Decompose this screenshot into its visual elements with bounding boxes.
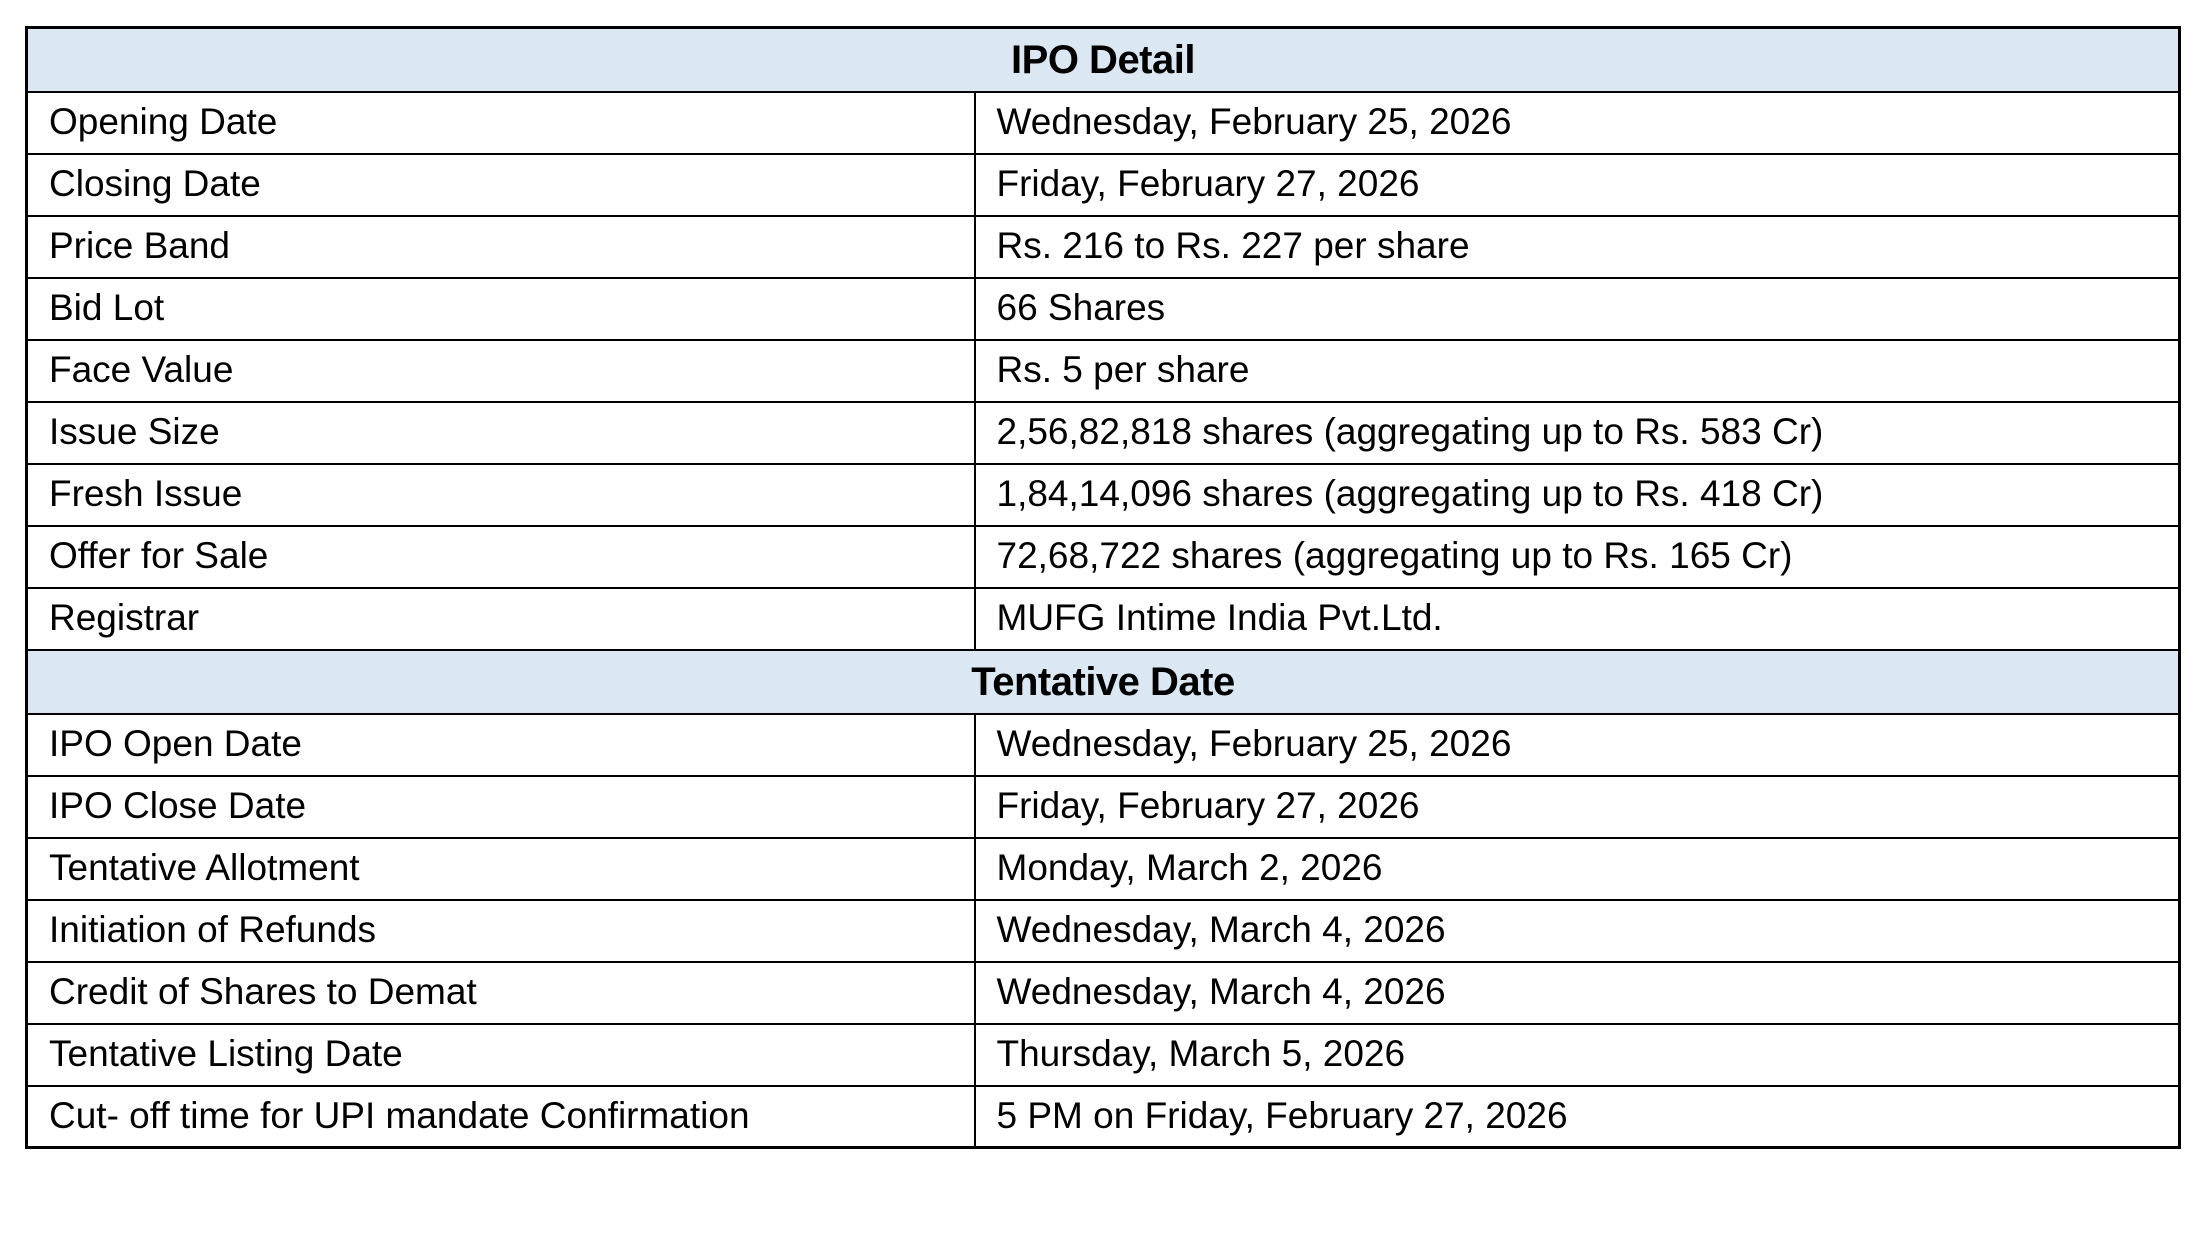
row-value: Thursday, March 5, 2026 — [973, 1022, 2181, 1087]
row-label: Fresh Issue — [25, 462, 976, 527]
row-label: Closing Date — [25, 152, 976, 217]
row-label: Tentative Listing Date — [25, 1022, 976, 1087]
ipo-detail-table: IPO Detail Opening Date Wednesday, Febru… — [25, 26, 2182, 1149]
row-label: Cut- off time for UPI mandate Confirmati… — [25, 1084, 976, 1149]
row-label: Initiation of Refunds — [25, 898, 976, 963]
row-value: Monday, March 2, 2026 — [973, 836, 2181, 901]
row-label: Issue Size — [25, 400, 976, 465]
table-row: Closing Date Friday, February 27, 2026 — [25, 152, 2181, 217]
row-label: Registrar — [25, 586, 976, 651]
section-header-tentative-date: Tentative Date — [25, 648, 2181, 715]
row-label: Opening Date — [25, 90, 976, 155]
table-row: Bid Lot 66 Shares — [25, 276, 2181, 341]
row-label: Bid Lot — [25, 276, 976, 341]
table-row: Tentative Listing Date Thursday, March 5… — [25, 1022, 2181, 1087]
row-label: Credit of Shares to Demat — [25, 960, 976, 1025]
section-header-row: Tentative Date — [25, 648, 2181, 715]
row-value: 2,56,82,818 shares (aggregating up to Rs… — [973, 400, 2181, 465]
table-row: Offer for Sale 72,68,722 shares (aggrega… — [25, 524, 2181, 589]
table-row: Face Value Rs. 5 per share — [25, 338, 2181, 403]
row-value: Rs. 216 to Rs. 227 per share — [973, 214, 2181, 279]
ipo-detail-table-container: IPO Detail Opening Date Wednesday, Febru… — [25, 26, 2182, 1149]
table-row: IPO Close Date Friday, February 27, 2026 — [25, 774, 2181, 839]
table-row: Fresh Issue 1,84,14,096 shares (aggregat… — [25, 462, 2181, 527]
row-label: IPO Open Date — [25, 712, 976, 777]
section-header-row: IPO Detail — [25, 26, 2181, 93]
row-value: Friday, February 27, 2026 — [973, 774, 2181, 839]
row-value: MUFG Intime India Pvt.Ltd. — [973, 586, 2181, 651]
row-value: Wednesday, February 25, 2026 — [973, 712, 2181, 777]
row-value: 66 Shares — [973, 276, 2181, 341]
row-value: 72,68,722 shares (aggregating up to Rs. … — [973, 524, 2181, 589]
row-value: Friday, February 27, 2026 — [973, 152, 2181, 217]
row-value: Wednesday, March 4, 2026 — [973, 898, 2181, 963]
row-value: 1,84,14,096 shares (aggregating up to Rs… — [973, 462, 2181, 527]
table-row: Opening Date Wednesday, February 25, 202… — [25, 90, 2181, 155]
row-label: Offer for Sale — [25, 524, 976, 589]
row-value: Rs. 5 per share — [973, 338, 2181, 403]
section-header-ipo-detail: IPO Detail — [25, 26, 2181, 93]
row-value: 5 PM on Friday, February 27, 2026 — [973, 1084, 2181, 1149]
table-row: Registrar MUFG Intime India Pvt.Ltd. — [25, 586, 2181, 651]
table-row: IPO Open Date Wednesday, February 25, 20… — [25, 712, 2181, 777]
table-row: Credit of Shares to Demat Wednesday, Mar… — [25, 960, 2181, 1025]
row-value: Wednesday, February 25, 2026 — [973, 90, 2181, 155]
row-label: IPO Close Date — [25, 774, 976, 839]
table-row: Price Band Rs. 216 to Rs. 227 per share — [25, 214, 2181, 279]
table-row: Tentative Allotment Monday, March 2, 202… — [25, 836, 2181, 901]
table-row: Initiation of Refunds Wednesday, March 4… — [25, 898, 2181, 963]
table-row: Cut- off time for UPI mandate Confirmati… — [25, 1084, 2181, 1149]
row-value: Wednesday, March 4, 2026 — [973, 960, 2181, 1025]
row-label: Face Value — [25, 338, 976, 403]
row-label: Tentative Allotment — [25, 836, 976, 901]
table-row: Issue Size 2,56,82,818 shares (aggregati… — [25, 400, 2181, 465]
row-label: Price Band — [25, 214, 976, 279]
